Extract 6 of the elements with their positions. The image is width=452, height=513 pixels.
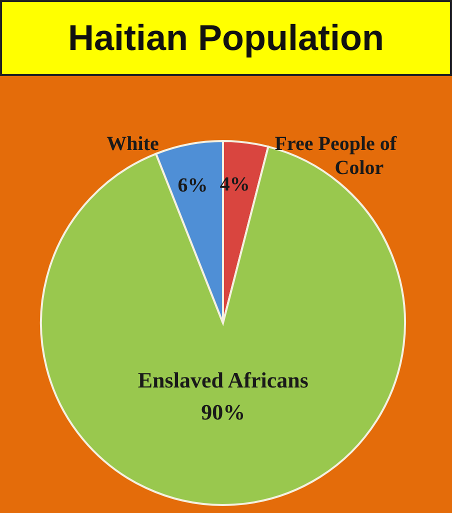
- slice-label: Enslaved Africans: [138, 368, 309, 393]
- data-label: 90%: [201, 400, 246, 425]
- slice-label: White: [106, 133, 160, 155]
- chart-title: Haitian Population: [68, 17, 384, 59]
- slice-label: Free People of Color: [274, 133, 397, 179]
- data-label: 6%: [178, 174, 208, 197]
